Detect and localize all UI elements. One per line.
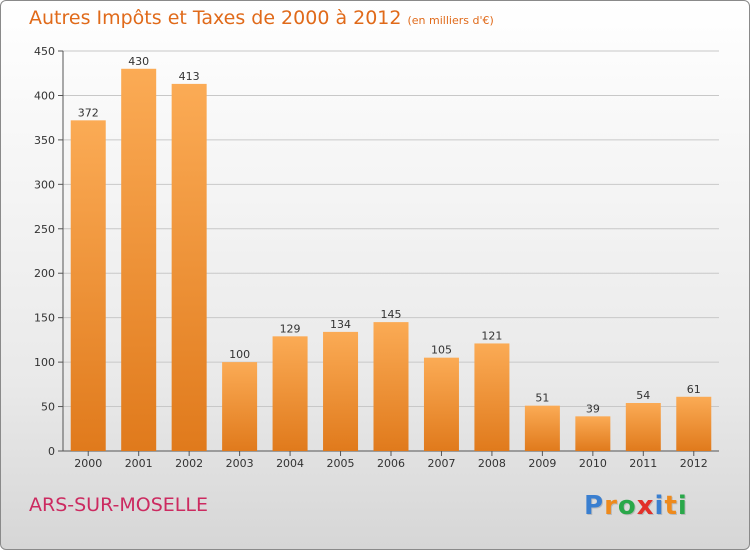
- chart-title-main: Autres Impôts et Taxes de 2000 à 2012: [29, 7, 402, 29]
- proxiti-logo: Proxiti: [584, 491, 688, 521]
- y-tick-label: 50: [41, 401, 55, 414]
- x-tick-label: 2006: [377, 457, 405, 470]
- chart-unit: (en milliers d'€): [407, 14, 494, 27]
- y-tick-label: 350: [34, 134, 55, 147]
- bar: [272, 336, 308, 451]
- y-tick-label: 200: [34, 267, 55, 280]
- x-tick-label: 2000: [74, 457, 102, 470]
- bar: [575, 416, 611, 451]
- bar: [222, 362, 258, 451]
- bar: [423, 357, 459, 451]
- x-tick-label: 2003: [226, 457, 254, 470]
- commune-name: ARS-SUR-MOSELLE: [29, 494, 208, 516]
- data-label: 121: [481, 329, 502, 342]
- chart-title: Autres Impôts et Taxes de 2000 à 2012 (en…: [29, 7, 494, 29]
- data-label: 145: [381, 308, 402, 321]
- bar: [474, 343, 510, 451]
- x-tick-label: 2008: [478, 457, 506, 470]
- bar: [323, 331, 359, 451]
- x-tick-label: 2011: [629, 457, 657, 470]
- data-label: 54: [636, 389, 650, 402]
- x-tick-label: 2012: [680, 457, 708, 470]
- bar: [676, 396, 712, 451]
- data-label: 61: [687, 383, 701, 396]
- data-label: 51: [535, 392, 549, 405]
- data-label: 39: [586, 402, 600, 415]
- data-label: 413: [179, 70, 200, 83]
- bar: [171, 83, 207, 451]
- x-tick-label: 2009: [528, 457, 556, 470]
- data-label: 372: [78, 106, 99, 119]
- x-tick-label: 2002: [175, 457, 203, 470]
- x-tick-label: 2005: [327, 457, 355, 470]
- y-tick-label: 100: [34, 356, 55, 369]
- data-label: 134: [330, 318, 351, 331]
- x-tick-label: 2007: [427, 457, 455, 470]
- bar: [70, 120, 106, 451]
- data-label: 129: [280, 322, 301, 335]
- x-tick-label: 2010: [579, 457, 607, 470]
- labels: 2000 372 2001 430 2002 413 2003 100 2004 129 2005 1…: [74, 55, 708, 470]
- y-tick-label: 150: [34, 312, 55, 325]
- y-tick-label: 300: [34, 178, 55, 191]
- y-tick-label: 450: [34, 45, 55, 58]
- bar: [373, 322, 409, 451]
- bar: [121, 68, 157, 452]
- data-label: 430: [128, 55, 149, 68]
- x-tick-label: 2004: [276, 457, 304, 470]
- data-label: 100: [229, 348, 250, 361]
- y-tick-label: 0: [48, 445, 55, 458]
- x-tick-label: 2001: [125, 457, 153, 470]
- bars: [70, 68, 712, 452]
- bar: [625, 403, 661, 451]
- y-tick-label: 250: [34, 223, 55, 236]
- bar: [524, 405, 560, 451]
- y-tick-label: 400: [34, 89, 55, 102]
- data-label: 105: [431, 344, 452, 357]
